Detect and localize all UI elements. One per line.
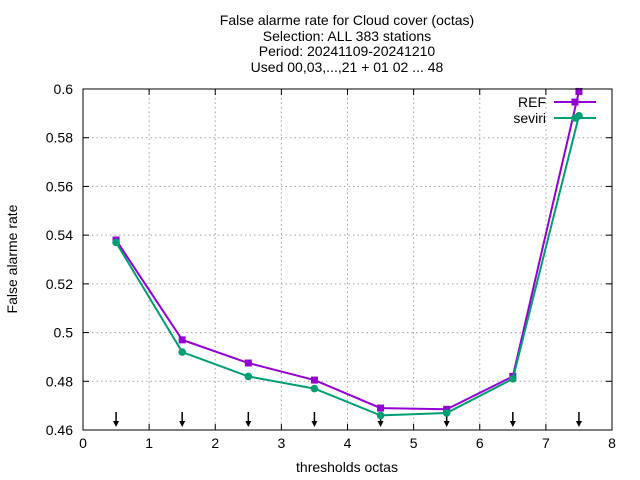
point-ref-1 <box>178 336 186 344</box>
threshold-arrow-2 <box>245 412 252 427</box>
y-tick-label-2: 0.5 <box>54 325 74 341</box>
legend-item-0: REF <box>518 94 596 110</box>
x-tick-label-7: 7 <box>542 435 550 451</box>
point-seviri-3 <box>310 384 319 393</box>
x-tick-label-4: 4 <box>344 435 352 451</box>
series-line-0 <box>115 91 580 411</box>
title-line-1: False alarme rate for Cloud cover (octas… <box>220 12 474 28</box>
y-tick-label-7: 0.6 <box>54 81 74 97</box>
point-ref-7 <box>575 87 583 95</box>
series-layer <box>112 87 583 420</box>
y-tick-label-6: 0.58 <box>46 130 73 146</box>
x-tick-label-0: 0 <box>79 435 87 451</box>
plot-frame <box>82 88 613 431</box>
x-axis-ticks: 0 1 2 3 4 5 6 7 8 <box>79 89 616 451</box>
y-tick-label-3: 0.52 <box>46 276 73 292</box>
point-seviri-5 <box>442 409 451 417</box>
x-tick-label-6: 6 <box>476 435 484 451</box>
point-ref-4 <box>377 404 385 412</box>
y-tick-label-4: 0.54 <box>46 227 73 243</box>
x-tick-label-1: 1 <box>145 435 153 451</box>
point-seviri-0 <box>112 238 120 247</box>
threshold-arrow-3 <box>311 412 318 427</box>
y-axis-label: False alarme rate <box>4 204 20 313</box>
point-seviri-6 <box>509 375 517 383</box>
point-seviri-4 <box>376 411 385 420</box>
x-tick-label-3: 3 <box>277 435 285 451</box>
point-ref-2 <box>244 359 252 367</box>
legend-item-1: seviri <box>513 110 596 126</box>
legend-label-1: seviri <box>513 110 546 126</box>
x-tick-label-5: 5 <box>410 435 418 451</box>
x-axis-label: thresholds octas <box>296 459 398 475</box>
threshold-arrow-0 <box>113 412 120 427</box>
point-seviri-1 <box>178 348 186 356</box>
y-tick-label-0: 0.46 <box>46 422 73 438</box>
threshold-arrow-7 <box>575 412 582 427</box>
chart-title: False alarme rate for Cloud cover (octas… <box>220 12 474 75</box>
y-tick-label-5: 0.56 <box>46 178 73 194</box>
title-line-3: Period: 20241109-20241210 <box>259 43 436 59</box>
point-ref-3 <box>310 376 318 384</box>
series-line-1 <box>115 115 580 417</box>
y-tick-label-1: 0.48 <box>46 373 73 389</box>
series-seviri <box>112 111 583 420</box>
title-line-2: Selection: ALL 383 stations <box>263 28 431 44</box>
x-tick-label-2: 2 <box>211 435 219 451</box>
y-axis-ticks: 0.46 0.48 0.5 0.52 0.54 0.56 0.58 0.6 <box>46 81 612 438</box>
threshold-arrow-6 <box>509 412 516 427</box>
point-seviri-2 <box>244 372 253 381</box>
x-tick-label-8: 8 <box>608 435 616 451</box>
threshold-arrow-1 <box>179 412 186 427</box>
legend-label-0: REF <box>518 94 546 110</box>
grid <box>83 89 612 430</box>
title-line-4: Used 00,03,...,21 + 01 02 ... 48 <box>251 59 444 75</box>
